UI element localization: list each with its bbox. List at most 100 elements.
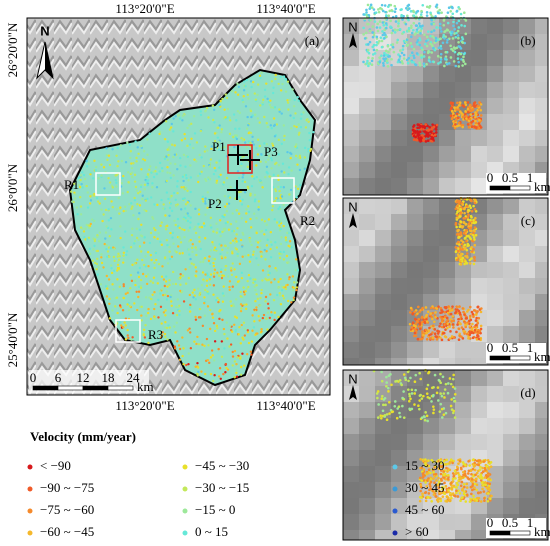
velocity-point (91, 259, 95, 262)
velocity-point (241, 176, 244, 179)
raster-cell (391, 466, 407, 482)
velocity-point (451, 477, 455, 481)
velocity-point (206, 305, 210, 308)
velocity-point (413, 380, 417, 384)
velocity-point (156, 203, 159, 207)
raster-cell (519, 262, 535, 278)
velocity-point (267, 155, 271, 158)
raster-cell (535, 434, 548, 450)
velocity-point (267, 218, 271, 221)
velocity-point (82, 230, 86, 233)
velocity-point (454, 250, 458, 254)
velocity-point (424, 306, 428, 309)
velocity-point (458, 199, 462, 203)
raster-cell (535, 130, 548, 146)
velocity-point (469, 214, 473, 218)
scale-segment (32, 385, 59, 391)
velocity-point (242, 100, 245, 104)
velocity-point (451, 315, 455, 318)
velocity-point (142, 333, 145, 337)
velocity-point (164, 335, 167, 339)
velocity-point (446, 21, 450, 25)
velocity-point (97, 265, 100, 268)
velocity-point (423, 418, 427, 422)
velocity-point (211, 241, 214, 244)
velocity-point (170, 255, 174, 259)
velocity-point (278, 256, 282, 260)
velocity-point (158, 132, 161, 136)
velocity-point (160, 221, 163, 224)
velocity-point (454, 221, 458, 225)
velocity-point (463, 313, 466, 316)
velocity-point (380, 397, 384, 401)
velocity-point (193, 288, 196, 292)
velocity-point (203, 200, 207, 203)
velocity-point (105, 295, 109, 298)
velocity-point (153, 315, 156, 319)
velocity-point (272, 117, 276, 120)
velocity-point (367, 22, 370, 26)
velocity-point (252, 278, 255, 281)
velocity-point (95, 262, 99, 266)
velocity-point (131, 227, 134, 230)
raster-cell (407, 530, 423, 540)
velocity-point (418, 499, 422, 503)
raster-cell (359, 466, 375, 482)
velocity-point (433, 475, 437, 478)
velocity-point (140, 223, 143, 227)
panel-label: (d) (520, 385, 535, 400)
lon-label: 113°20'0"E (115, 398, 174, 413)
velocity-point (459, 499, 462, 503)
velocity-point (440, 325, 444, 329)
velocity-point (225, 321, 228, 324)
velocity-point (189, 347, 193, 350)
velocity-point (461, 37, 465, 41)
raster-cell (391, 214, 407, 230)
velocity-point (465, 332, 469, 336)
velocity-point (192, 296, 195, 299)
raster-cell (519, 198, 535, 214)
velocity-point (283, 138, 286, 142)
raster-cell (503, 370, 519, 386)
velocity-point (174, 331, 177, 334)
velocity-point (188, 293, 192, 297)
velocity-point (439, 459, 442, 462)
velocity-point (253, 320, 256, 323)
raster-cell (535, 214, 548, 230)
raster-cell (391, 310, 407, 326)
velocity-point (286, 299, 290, 303)
raster-cell (391, 98, 407, 114)
velocity-point (232, 323, 236, 327)
velocity-point (366, 48, 370, 52)
velocity-point (214, 146, 217, 149)
raster-cell (423, 278, 439, 294)
velocity-point (372, 43, 376, 47)
raster-cell (423, 146, 439, 162)
velocity-point (89, 173, 92, 176)
velocity-point (185, 363, 188, 367)
velocity-point (153, 266, 156, 270)
velocity-point (444, 485, 448, 488)
velocity-point (245, 353, 249, 356)
velocity-point (280, 112, 283, 115)
velocity-point (468, 500, 472, 503)
velocity-point (163, 137, 167, 141)
velocity-point (387, 400, 391, 404)
velocity-point (252, 326, 256, 329)
velocity-point (230, 90, 234, 93)
velocity-point (452, 484, 456, 488)
velocity-point (241, 336, 244, 339)
velocity-point (228, 288, 231, 292)
velocity-point (484, 481, 487, 484)
velocity-point (113, 259, 116, 263)
velocity-point (223, 213, 226, 217)
velocity-point (260, 71, 263, 74)
velocity-point (420, 56, 423, 59)
velocity-point (183, 137, 187, 140)
velocity-point (164, 309, 167, 312)
velocity-point (439, 461, 443, 465)
velocity-point (483, 499, 486, 503)
velocity-point (274, 241, 277, 244)
velocity-point (79, 213, 83, 216)
velocity-point (449, 482, 453, 485)
